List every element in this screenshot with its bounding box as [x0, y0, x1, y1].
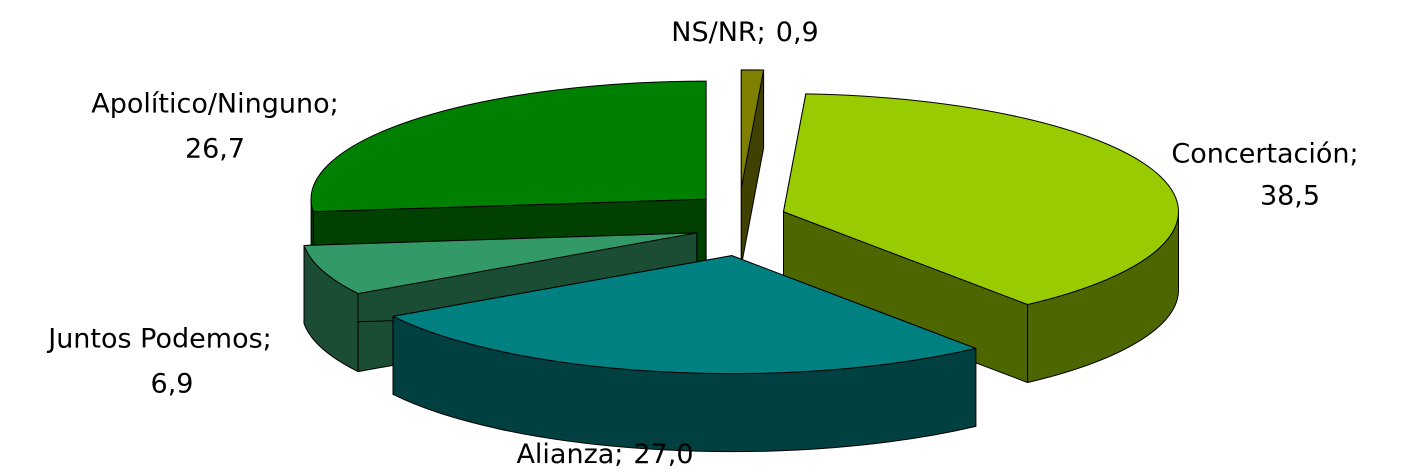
data-label: Alianza; 27,0 — [516, 439, 693, 470]
value-label: 38,5 — [1260, 181, 1320, 212]
value-label: 26,7 — [185, 134, 245, 165]
value-label: 27,0 — [633, 439, 693, 470]
category-label: NS/NR; — [671, 17, 766, 48]
slice — [392, 255, 977, 453]
category-label: Juntos Podemos; — [46, 324, 272, 355]
slice-top — [310, 80, 707, 213]
category-label: Alianza; — [516, 439, 623, 470]
slice-top — [392, 255, 977, 375]
category-label: Concertación; — [1171, 139, 1358, 170]
category-label: Apolítico/Ninguno; — [91, 89, 338, 120]
data-label: NS/NR; 0,9 — [671, 17, 818, 48]
slice — [740, 69, 765, 267]
value-label: 0,9 — [776, 17, 819, 48]
slice — [782, 93, 1179, 384]
slice-top — [740, 69, 765, 189]
slice-top — [782, 93, 1179, 306]
slice-top — [303, 232, 698, 295]
value-label: 6,9 — [151, 369, 194, 400]
